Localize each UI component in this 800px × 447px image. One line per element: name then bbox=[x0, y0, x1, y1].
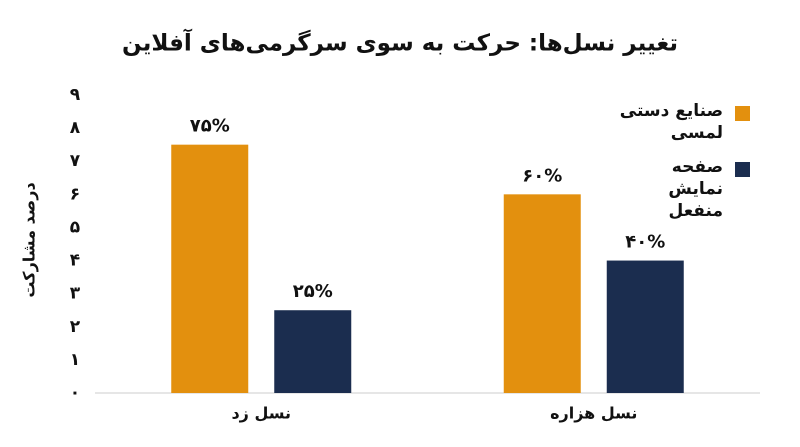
legend-item: صفحه نمایش منفعل bbox=[600, 156, 750, 222]
y-tick-label: ۱ bbox=[70, 350, 80, 370]
y-tick-label: ۷ bbox=[70, 151, 81, 171]
y-tick-label: ۳ bbox=[70, 284, 81, 304]
value-label: ۲۵% bbox=[293, 281, 333, 302]
y-tick-label: ۰ bbox=[70, 383, 80, 403]
value-label: ۷۵% bbox=[190, 116, 230, 137]
value-label: ۴۰% bbox=[625, 232, 665, 253]
legend-label: صنایع دستی لمسی bbox=[619, 101, 723, 143]
y-tick-label: ۹ bbox=[70, 85, 81, 105]
y-tick-label: ۴ bbox=[70, 251, 80, 271]
legend-swatch bbox=[735, 162, 750, 177]
x-tick-label: نسل زد bbox=[231, 404, 291, 423]
bar bbox=[171, 144, 249, 393]
bar bbox=[606, 260, 684, 393]
y-tick-label: ۵ bbox=[70, 217, 80, 237]
legend-label: صفحه نمایش منفعل bbox=[668, 157, 723, 221]
y-axis-label: درصد مشارکت bbox=[20, 182, 39, 297]
legend-swatch bbox=[735, 106, 750, 121]
bar bbox=[274, 310, 352, 393]
y-tick-label: ۲ bbox=[70, 317, 81, 337]
value-label: ۶۰% bbox=[522, 165, 562, 186]
y-tick-label: ۸ bbox=[70, 118, 81, 138]
x-tick-label: نسل هزاره bbox=[550, 404, 637, 423]
bar bbox=[503, 194, 581, 393]
legend-item: صنایع دستی لمسی bbox=[600, 100, 750, 144]
chart-title: تغییر نسل‌ها: حرکت به سوی سرگرمی‌های آفل… bbox=[122, 28, 678, 57]
y-tick-label: ۶ bbox=[70, 184, 80, 204]
legend: صنایع دستی لمسی صفحه نمایش منفعل bbox=[600, 100, 750, 234]
